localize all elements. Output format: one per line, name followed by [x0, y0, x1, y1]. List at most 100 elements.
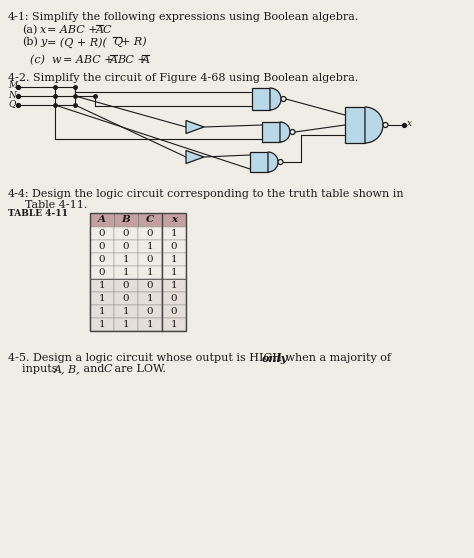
FancyBboxPatch shape — [90, 305, 114, 318]
Text: 1: 1 — [146, 242, 153, 251]
FancyBboxPatch shape — [138, 318, 162, 331]
FancyBboxPatch shape — [114, 292, 138, 305]
Text: · Simplify the following expressions using Boolean algebra.: · Simplify the following expressions usi… — [25, 12, 358, 22]
Text: and: and — [80, 364, 108, 374]
Text: C: C — [146, 215, 154, 224]
Text: Table 4-11.: Table 4-11. — [25, 200, 87, 210]
Text: 0: 0 — [99, 268, 105, 277]
FancyBboxPatch shape — [114, 305, 138, 318]
Text: only: only — [262, 353, 288, 364]
Circle shape — [383, 123, 388, 127]
Text: x: x — [407, 119, 412, 128]
Text: when a majority of: when a majority of — [282, 353, 391, 363]
Text: A: A — [96, 25, 104, 35]
FancyBboxPatch shape — [114, 253, 138, 266]
Text: + R): + R) — [121, 37, 146, 47]
Polygon shape — [186, 121, 204, 133]
Text: 1: 1 — [171, 268, 177, 277]
Wedge shape — [280, 122, 290, 142]
Text: = ABC +: = ABC + — [63, 55, 114, 65]
Text: 1: 1 — [99, 281, 105, 290]
FancyBboxPatch shape — [90, 240, 114, 253]
Text: 1: 1 — [99, 307, 105, 316]
Text: = ABC +: = ABC + — [47, 25, 98, 35]
Text: B: B — [122, 215, 130, 224]
Wedge shape — [268, 152, 278, 172]
Text: x: x — [40, 25, 46, 35]
Text: 1: 1 — [99, 294, 105, 303]
Text: Q: Q — [113, 37, 122, 47]
FancyBboxPatch shape — [162, 305, 186, 318]
Polygon shape — [250, 152, 268, 172]
Text: 0: 0 — [146, 281, 153, 290]
Text: 1: 1 — [171, 281, 177, 290]
FancyBboxPatch shape — [162, 213, 186, 227]
Text: M: M — [8, 81, 17, 90]
Text: 0: 0 — [171, 242, 177, 251]
Text: 1: 1 — [99, 320, 105, 329]
FancyBboxPatch shape — [114, 266, 138, 279]
Text: 0: 0 — [123, 294, 129, 303]
FancyBboxPatch shape — [114, 213, 138, 227]
Text: 0: 0 — [99, 242, 105, 251]
Text: A, B,: A, B, — [54, 364, 81, 374]
Text: · Design the logic circuit corresponding to the truth table shown in: · Design the logic circuit corresponding… — [25, 189, 404, 199]
Circle shape — [281, 97, 286, 102]
Text: 4-2. Simplify the circuit of Figure 4-68 using Boolean algebra.: 4-2. Simplify the circuit of Figure 4-68… — [8, 73, 358, 83]
Text: y: y — [40, 37, 46, 47]
Circle shape — [290, 129, 295, 134]
FancyBboxPatch shape — [162, 279, 186, 292]
FancyBboxPatch shape — [162, 240, 186, 253]
FancyBboxPatch shape — [162, 318, 186, 331]
Text: 1: 1 — [171, 255, 177, 264]
Polygon shape — [345, 107, 365, 143]
FancyBboxPatch shape — [90, 213, 114, 227]
FancyBboxPatch shape — [138, 292, 162, 305]
FancyBboxPatch shape — [138, 213, 162, 227]
FancyBboxPatch shape — [114, 240, 138, 253]
FancyBboxPatch shape — [90, 318, 114, 331]
Polygon shape — [186, 151, 204, 163]
Text: C: C — [104, 364, 112, 374]
Text: (b): (b) — [22, 37, 38, 47]
Text: (c)  w: (c) w — [30, 55, 62, 65]
Text: 1: 1 — [171, 320, 177, 329]
Text: are LOW.: are LOW. — [111, 364, 166, 374]
Text: 1: 1 — [123, 320, 129, 329]
FancyBboxPatch shape — [138, 266, 162, 279]
Text: 1: 1 — [146, 320, 153, 329]
Text: 1: 1 — [146, 268, 153, 277]
Text: A: A — [98, 215, 106, 224]
Polygon shape — [262, 122, 280, 142]
Text: 0: 0 — [146, 307, 153, 316]
Text: 1: 1 — [123, 255, 129, 264]
FancyBboxPatch shape — [162, 292, 186, 305]
Text: 0: 0 — [146, 229, 153, 238]
FancyBboxPatch shape — [90, 279, 114, 292]
Wedge shape — [270, 88, 281, 110]
Text: 4-1.: 4-1. — [8, 12, 29, 22]
Text: 4-4.: 4-4. — [8, 189, 29, 199]
Text: 1: 1 — [171, 229, 177, 238]
Text: C: C — [103, 25, 111, 35]
FancyBboxPatch shape — [138, 227, 162, 240]
Text: 0: 0 — [123, 242, 129, 251]
FancyBboxPatch shape — [90, 266, 114, 279]
FancyBboxPatch shape — [114, 318, 138, 331]
Text: x: x — [171, 215, 177, 224]
FancyBboxPatch shape — [162, 266, 186, 279]
FancyBboxPatch shape — [114, 227, 138, 240]
Text: 0: 0 — [146, 255, 153, 264]
FancyBboxPatch shape — [162, 227, 186, 240]
FancyBboxPatch shape — [162, 253, 186, 266]
FancyBboxPatch shape — [90, 253, 114, 266]
FancyBboxPatch shape — [138, 305, 162, 318]
Text: = (Q + R)(: = (Q + R)( — [47, 37, 107, 47]
Text: A: A — [110, 55, 118, 65]
Text: 0: 0 — [99, 229, 105, 238]
Text: inputs: inputs — [22, 364, 61, 374]
FancyBboxPatch shape — [90, 292, 114, 305]
FancyBboxPatch shape — [138, 279, 162, 292]
Polygon shape — [252, 88, 270, 110]
Text: 1: 1 — [146, 294, 153, 303]
